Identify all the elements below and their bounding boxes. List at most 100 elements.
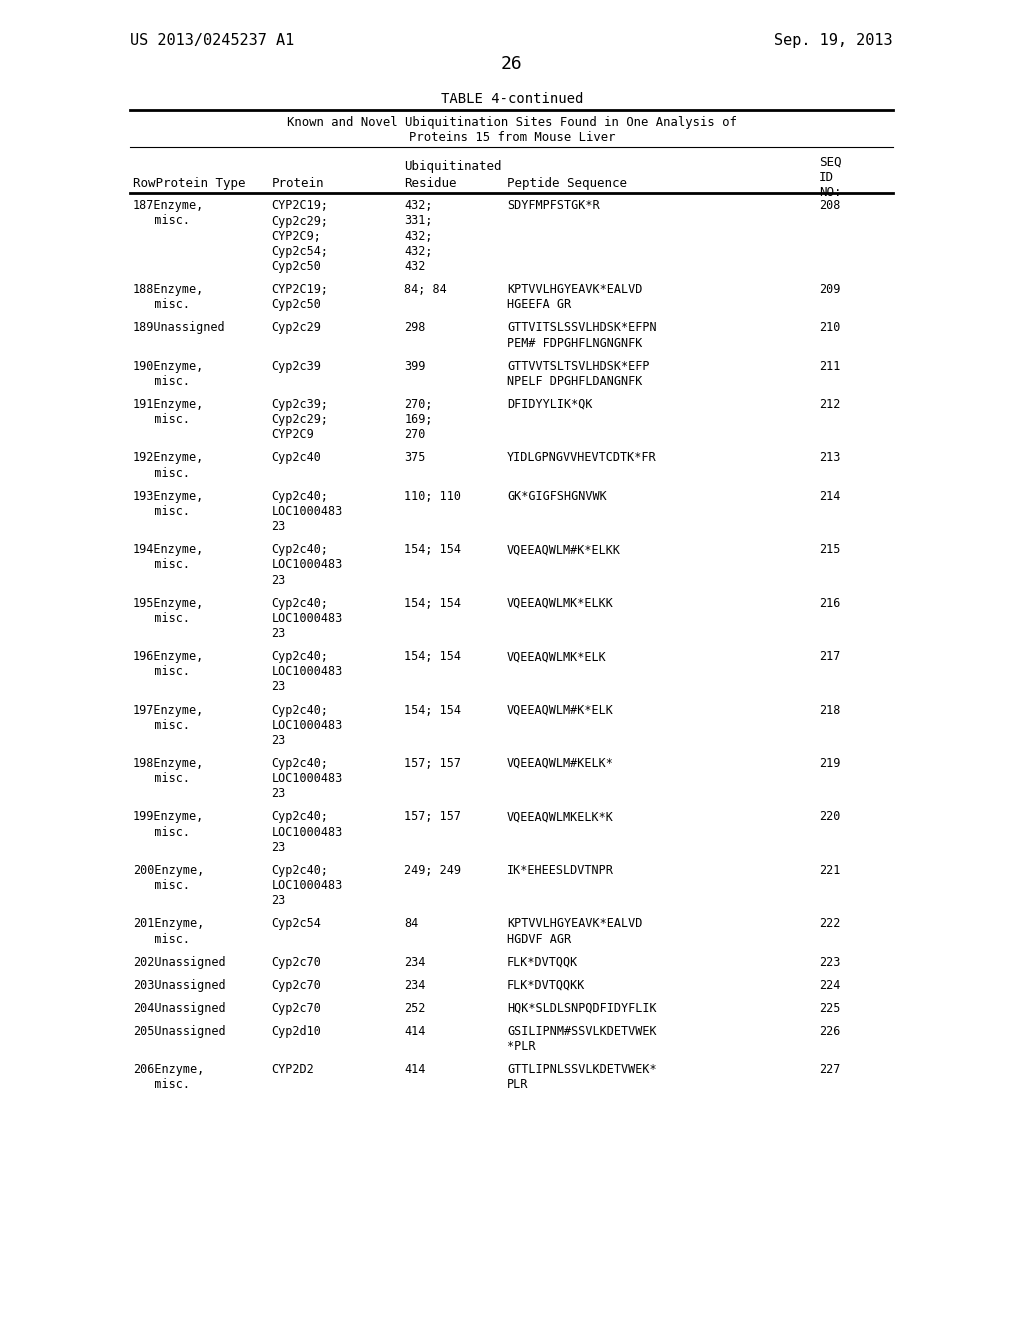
Text: 110; 110: 110; 110: [404, 490, 462, 503]
Text: LOC1000483: LOC1000483: [271, 612, 343, 624]
Text: SDYFMPFSTGK*R: SDYFMPFSTGK*R: [507, 199, 599, 213]
Text: 211: 211: [819, 360, 841, 372]
Text: misc.: misc.: [133, 558, 190, 572]
Text: VQEEAQWLMK*ELK: VQEEAQWLMK*ELK: [507, 651, 606, 663]
Text: VQEEAQWLMK*ELKK: VQEEAQWLMK*ELKK: [507, 597, 613, 610]
Text: misc.: misc.: [133, 932, 190, 945]
Text: Cyp2c40;: Cyp2c40;: [271, 544, 329, 556]
Text: DFIDYYLIK*QK: DFIDYYLIK*QK: [507, 399, 592, 411]
Text: 23: 23: [271, 734, 286, 747]
Text: 432: 432: [404, 260, 426, 273]
Text: 191Enzyme,: 191Enzyme,: [133, 399, 205, 411]
Text: 213: 213: [819, 451, 841, 465]
Text: LOC1000483: LOC1000483: [271, 879, 343, 892]
Text: 215: 215: [819, 544, 841, 556]
Text: VQEEAQWLM#K*ELK: VQEEAQWLM#K*ELK: [507, 704, 613, 717]
Text: 23: 23: [271, 787, 286, 800]
Text: Cyp2c54;: Cyp2c54;: [271, 244, 329, 257]
Text: 219: 219: [819, 758, 841, 770]
Text: Proteins 15 from Mouse Liver: Proteins 15 from Mouse Liver: [409, 131, 615, 144]
Text: NPELF DPGHFLDANGNFK: NPELF DPGHFLDANGNFK: [507, 375, 642, 388]
Text: misc.: misc.: [133, 772, 190, 785]
Text: 157; 157: 157; 157: [404, 810, 462, 824]
Text: 209: 209: [819, 284, 841, 296]
Text: 154; 154: 154; 154: [404, 704, 462, 717]
Text: Cyp2c50: Cyp2c50: [271, 298, 322, 312]
Text: Cyp2c39: Cyp2c39: [271, 360, 322, 372]
Text: Cyp2c40;: Cyp2c40;: [271, 651, 329, 663]
Text: FLK*DVTQQK: FLK*DVTQQK: [507, 956, 579, 969]
Text: Cyp2c70: Cyp2c70: [271, 956, 322, 969]
Text: 157; 157: 157; 157: [404, 758, 462, 770]
Text: Ubiquitinated: Ubiquitinated: [404, 160, 502, 173]
Text: 375: 375: [404, 451, 426, 465]
Text: 212: 212: [819, 399, 841, 411]
Text: 206Enzyme,: 206Enzyme,: [133, 1064, 205, 1076]
Text: 432;: 432;: [404, 244, 433, 257]
Text: 225: 225: [819, 1002, 841, 1015]
Text: 399: 399: [404, 360, 426, 372]
Text: misc.: misc.: [133, 375, 190, 388]
Text: 210: 210: [819, 322, 841, 334]
Text: 414: 414: [404, 1024, 426, 1038]
Text: FLK*DVTQQKK: FLK*DVTQQKK: [507, 979, 586, 991]
Text: 188Enzyme,: 188Enzyme,: [133, 284, 205, 296]
Text: CYP2C19;: CYP2C19;: [271, 199, 329, 213]
Text: CYP2D2: CYP2D2: [271, 1064, 314, 1076]
Text: 203Unassigned: 203Unassigned: [133, 979, 225, 991]
Text: 205Unassigned: 205Unassigned: [133, 1024, 225, 1038]
Text: misc.: misc.: [133, 879, 190, 892]
Text: LOC1000483: LOC1000483: [271, 718, 343, 731]
Text: LOC1000483: LOC1000483: [271, 665, 343, 678]
Text: 84: 84: [404, 917, 419, 931]
Text: KPTVVLHGYEAVK*EALVD: KPTVVLHGYEAVK*EALVD: [507, 284, 642, 296]
Text: 252: 252: [404, 1002, 426, 1015]
Text: Cyp2c29;: Cyp2c29;: [271, 413, 329, 426]
Text: 193Enzyme,: 193Enzyme,: [133, 490, 205, 503]
Text: 226: 226: [819, 1024, 841, 1038]
Text: Cyp2c40;: Cyp2c40;: [271, 758, 329, 770]
Text: 198Enzyme,: 198Enzyme,: [133, 758, 205, 770]
Text: Protein: Protein: [271, 177, 324, 190]
Text: HGEEFA GR: HGEEFA GR: [507, 298, 571, 312]
Text: HGDVF AGR: HGDVF AGR: [507, 932, 571, 945]
Text: misc.: misc.: [133, 506, 190, 517]
Text: 23: 23: [271, 681, 286, 693]
Text: GTTLIPNLSSVLKDETVWEK*: GTTLIPNLSSVLKDETVWEK*: [507, 1064, 656, 1076]
Text: 218: 218: [819, 704, 841, 717]
Text: VQEEAQWLM#KELK*: VQEEAQWLM#KELK*: [507, 758, 613, 770]
Text: Cyp2c40;: Cyp2c40;: [271, 490, 329, 503]
Text: 84; 84: 84; 84: [404, 284, 447, 296]
Text: GTTVVTSLTSVLHDSK*EFP: GTTVVTSLTSVLHDSK*EFP: [507, 360, 649, 372]
Text: 208: 208: [819, 199, 841, 213]
Text: Cyp2c70: Cyp2c70: [271, 979, 322, 991]
Text: 220: 220: [819, 810, 841, 824]
Text: Cyp2c70: Cyp2c70: [271, 1002, 322, 1015]
Text: RowProtein Type: RowProtein Type: [133, 177, 246, 190]
Text: 199Enzyme,: 199Enzyme,: [133, 810, 205, 824]
Text: 154; 154: 154; 154: [404, 544, 462, 556]
Text: NO:: NO:: [819, 186, 842, 199]
Text: SEQ: SEQ: [819, 156, 842, 169]
Text: GSILIPNM#SSVLKDETVWEK: GSILIPNM#SSVLKDETVWEK: [507, 1024, 656, 1038]
Text: 23: 23: [271, 627, 286, 640]
Text: 270: 270: [404, 429, 426, 441]
Text: TABLE 4-continued: TABLE 4-continued: [440, 92, 584, 107]
Text: 202Unassigned: 202Unassigned: [133, 956, 225, 969]
Text: Residue: Residue: [404, 177, 457, 190]
Text: LOC1000483: LOC1000483: [271, 772, 343, 785]
Text: 26: 26: [501, 55, 523, 74]
Text: Peptide Sequence: Peptide Sequence: [507, 177, 627, 190]
Text: HQK*SLDLSNPQDFIDYFLIK: HQK*SLDLSNPQDFIDYFLIK: [507, 1002, 656, 1015]
Text: 194Enzyme,: 194Enzyme,: [133, 544, 205, 556]
Text: 217: 217: [819, 651, 841, 663]
Text: 169;: 169;: [404, 413, 433, 426]
Text: 154; 154: 154; 154: [404, 651, 462, 663]
Text: Cyp2c40;: Cyp2c40;: [271, 863, 329, 876]
Text: LOC1000483: LOC1000483: [271, 826, 343, 838]
Text: CYP2C9;: CYP2C9;: [271, 230, 322, 243]
Text: Sep. 19, 2013: Sep. 19, 2013: [774, 33, 893, 48]
Text: LOC1000483: LOC1000483: [271, 506, 343, 517]
Text: 154; 154: 154; 154: [404, 597, 462, 610]
Text: 23: 23: [271, 895, 286, 907]
